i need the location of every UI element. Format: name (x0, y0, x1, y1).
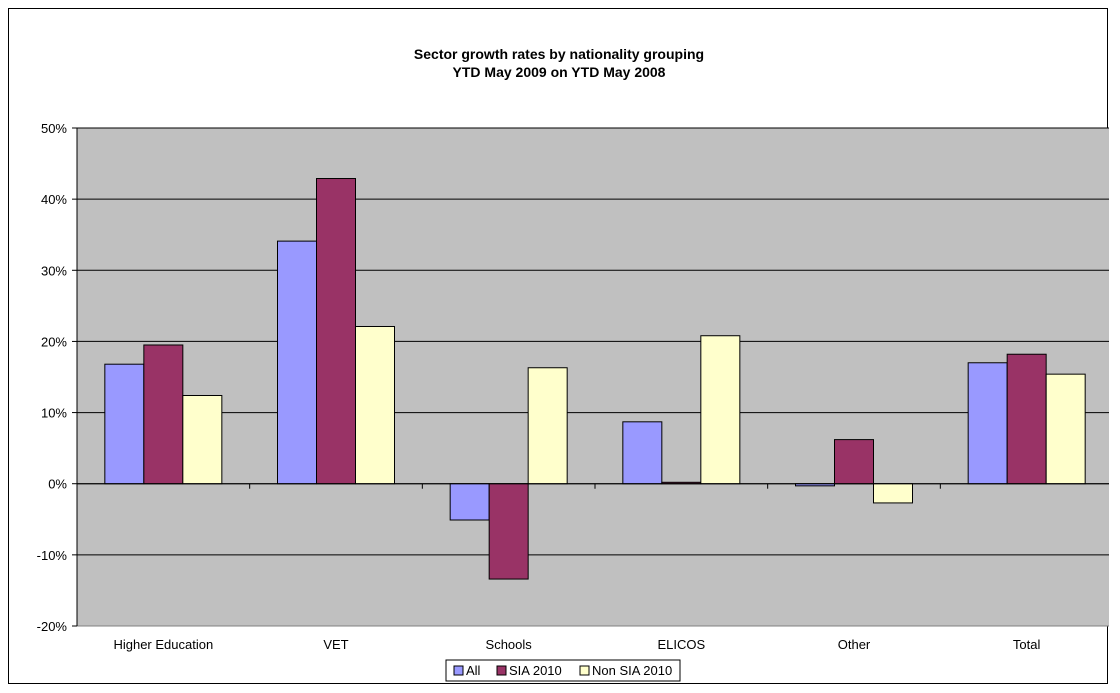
y-tick-label: -10% (37, 548, 68, 563)
y-tick-label: 50% (41, 121, 67, 136)
bar (316, 178, 356, 485)
bar (277, 240, 317, 485)
x-tick-label: Higher Education (113, 637, 213, 652)
legend-swatch (496, 665, 507, 676)
chart-subtitle: YTD May 2009 on YTD May 2008 (453, 64, 666, 80)
legend: All SIA 2010 Non SIA 2010 (445, 659, 681, 682)
y-tick-label: -20% (37, 619, 68, 634)
bar (104, 363, 145, 485)
x-tick-label: Schools (486, 637, 533, 652)
bar (449, 483, 490, 521)
bar (1045, 373, 1086, 485)
bar (182, 394, 223, 485)
bar (527, 367, 568, 485)
x-tick-label: VET (323, 637, 348, 652)
axes (76, 128, 1109, 626)
y-tick-label: 20% (41, 334, 67, 349)
x-tick-label: Other (838, 637, 871, 652)
plot-background (76, 127, 1109, 627)
legend-box (445, 659, 681, 682)
x-tick-label: Total (1013, 637, 1041, 652)
bar (488, 483, 529, 580)
legend-label: SIA 2010 (509, 663, 562, 678)
bar (967, 362, 1008, 485)
bar (622, 421, 663, 485)
bar (355, 325, 395, 485)
bar (834, 439, 874, 485)
legend-swatch (453, 665, 464, 676)
bar (143, 344, 184, 485)
chart: Sector growth rates by nationality group… (37, 46, 1109, 682)
x-axis-ticks: Higher Education VET Schools ELICOS Other Tot… (113, 637, 1040, 652)
legend-label: Non SIA 2010 (592, 663, 672, 678)
chart-frame: Sector growth rates by nationality group… (8, 8, 1109, 684)
y-axis-ticks: 50% 40% 30% 20% 10% 0% -10% -20% (37, 121, 77, 634)
y-tick-label: 30% (41, 263, 67, 278)
x-tick-label: ELICOS (657, 637, 705, 652)
legend-swatch (579, 665, 590, 676)
legend-label: All (466, 663, 481, 678)
y-tick-label: 40% (41, 192, 67, 207)
chart-title: Sector growth rates by nationality group… (414, 46, 704, 62)
bars (104, 178, 1086, 580)
bar (700, 335, 741, 485)
plot-area (76, 127, 1109, 627)
y-tick-label: 10% (41, 406, 67, 421)
bar (873, 483, 913, 504)
bar (1006, 353, 1047, 485)
y-tick-label: 0% (48, 477, 67, 492)
